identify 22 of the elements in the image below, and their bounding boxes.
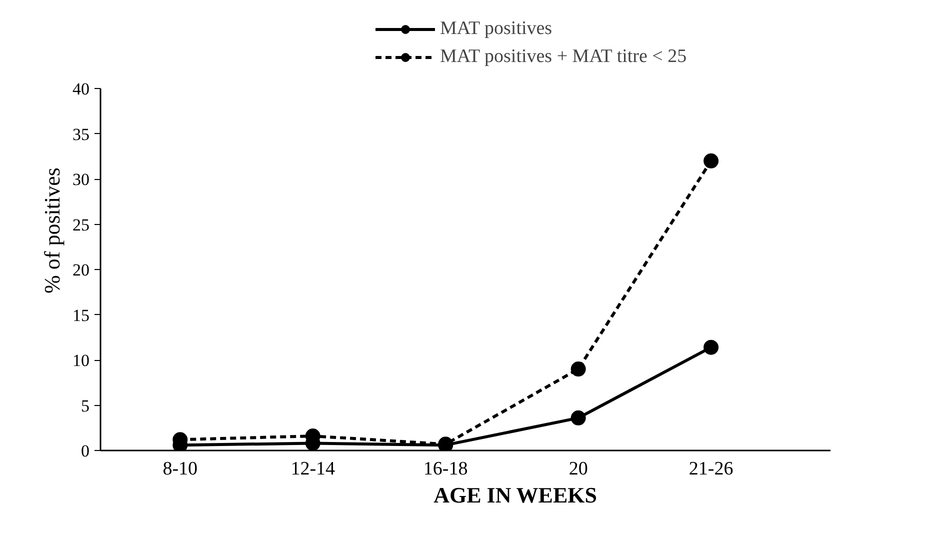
x-tick-label: 20	[568, 458, 588, 480]
y-tick-label: 5	[81, 396, 90, 416]
legend-label: MAT positives	[440, 18, 552, 40]
y-tick-label: 25	[72, 215, 90, 234]
y-tick-label: 15	[72, 306, 90, 325]
y-tick-label: 35	[72, 124, 90, 144]
x-axis-title: AGE IN WEEKS	[434, 482, 598, 508]
y-tick-label: 10	[72, 351, 90, 370]
y-tick-label: 20	[72, 260, 90, 280]
point	[570, 362, 586, 377]
legend-label: MAT positives + MAT titre < 25	[440, 46, 687, 68]
point	[704, 153, 719, 168]
point	[570, 410, 586, 426]
point	[704, 340, 719, 355]
y-tick-label: 30	[72, 170, 90, 189]
x-tick-label: 8-10	[162, 458, 198, 480]
y-axis-title: % of positives	[40, 168, 64, 294]
x-tick-label: 16-18	[423, 458, 468, 480]
x-tick-label: 21-26	[688, 458, 734, 480]
x-tick-label: 12-14	[290, 458, 336, 480]
y-tick-label: 40	[72, 80, 90, 98]
y-tick-label: 0	[81, 442, 90, 460]
